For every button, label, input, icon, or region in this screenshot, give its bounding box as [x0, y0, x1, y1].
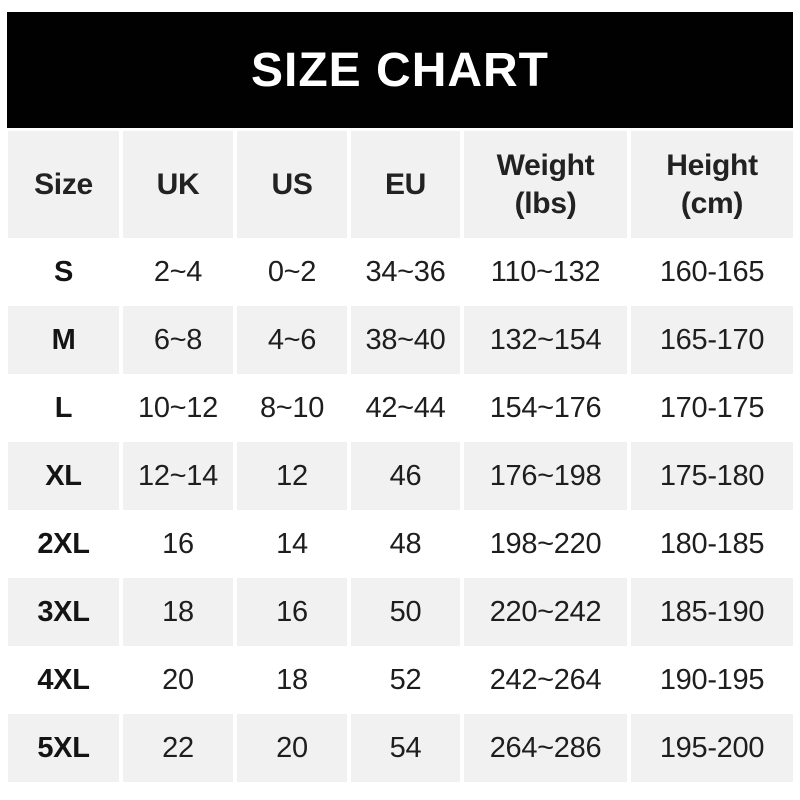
cell-height: 160-165 [631, 238, 793, 306]
cell-eu: 46 [351, 442, 460, 510]
cell-eu: 34~36 [351, 238, 460, 306]
cell-us: 18 [237, 646, 347, 714]
cell-uk: 16 [123, 510, 233, 578]
cell-uk: 22 [123, 714, 233, 782]
table-row-2xl: 2XL 16 14 48 198~220 180-185 [8, 510, 793, 578]
cell-height: 165-170 [631, 306, 793, 374]
cell-uk: 6~8 [123, 306, 233, 374]
table-row-l: L 10~12 8~10 42~44 154~176 170-175 [8, 374, 793, 442]
cell-weight: 264~286 [464, 714, 627, 782]
cell-us: 8~10 [237, 374, 347, 442]
column-header-us: US [237, 131, 347, 238]
cell-weight: 110~132 [464, 238, 627, 306]
cell-weight: 198~220 [464, 510, 627, 578]
cell-eu: 48 [351, 510, 460, 578]
cell-size: 5XL [8, 714, 119, 782]
cell-eu: 50 [351, 578, 460, 646]
cell-us: 16 [237, 578, 347, 646]
page-title: SIZE CHART [251, 43, 549, 97]
column-header-uk: UK [123, 131, 233, 238]
cell-size: 3XL [8, 578, 119, 646]
cell-us: 4~6 [237, 306, 347, 374]
cell-us: 14 [237, 510, 347, 578]
cell-size: 2XL [8, 510, 119, 578]
size-table: Size UK US EU Weight (lbs) Height (cm) S… [8, 131, 793, 782]
cell-size: 4XL [8, 646, 119, 714]
cell-weight: 242~264 [464, 646, 627, 714]
column-header-height: Height (cm) [631, 131, 793, 238]
cell-size: S [8, 238, 119, 306]
cell-uk: 18 [123, 578, 233, 646]
cell-eu: 38~40 [351, 306, 460, 374]
cell-size: L [8, 374, 119, 442]
cell-size: M [8, 306, 119, 374]
cell-height: 170-175 [631, 374, 793, 442]
cell-weight: 176~198 [464, 442, 627, 510]
title-banner: SIZE CHART [7, 12, 793, 128]
cell-eu: 54 [351, 714, 460, 782]
cell-eu: 52 [351, 646, 460, 714]
table-row-5xl: 5XL 22 20 54 264~286 195-200 [8, 714, 793, 782]
cell-height: 190-195 [631, 646, 793, 714]
table-row-m: M 6~8 4~6 38~40 132~154 165-170 [8, 306, 793, 374]
table-row-xl: XL 12~14 12 46 176~198 175-180 [8, 442, 793, 510]
cell-us: 12 [237, 442, 347, 510]
cell-us: 20 [237, 714, 347, 782]
table-row-3xl: 3XL 18 16 50 220~242 185-190 [8, 578, 793, 646]
cell-us: 0~2 [237, 238, 347, 306]
table-header-row: Size UK US EU Weight (lbs) Height (cm) [8, 131, 793, 238]
cell-weight: 220~242 [464, 578, 627, 646]
cell-weight: 154~176 [464, 374, 627, 442]
cell-height: 175-180 [631, 442, 793, 510]
table-row-4xl: 4XL 20 18 52 242~264 190-195 [8, 646, 793, 714]
cell-uk: 2~4 [123, 238, 233, 306]
column-header-size: Size [8, 131, 119, 238]
cell-uk: 20 [123, 646, 233, 714]
column-header-eu: EU [351, 131, 460, 238]
table-row-s: S 2~4 0~2 34~36 110~132 160-165 [8, 238, 793, 306]
cell-height: 185-190 [631, 578, 793, 646]
column-header-weight: Weight (lbs) [464, 131, 627, 238]
cell-weight: 132~154 [464, 306, 627, 374]
cell-uk: 12~14 [123, 442, 233, 510]
cell-size: XL [8, 442, 119, 510]
cell-height: 195-200 [631, 714, 793, 782]
cell-height: 180-185 [631, 510, 793, 578]
cell-eu: 42~44 [351, 374, 460, 442]
cell-uk: 10~12 [123, 374, 233, 442]
